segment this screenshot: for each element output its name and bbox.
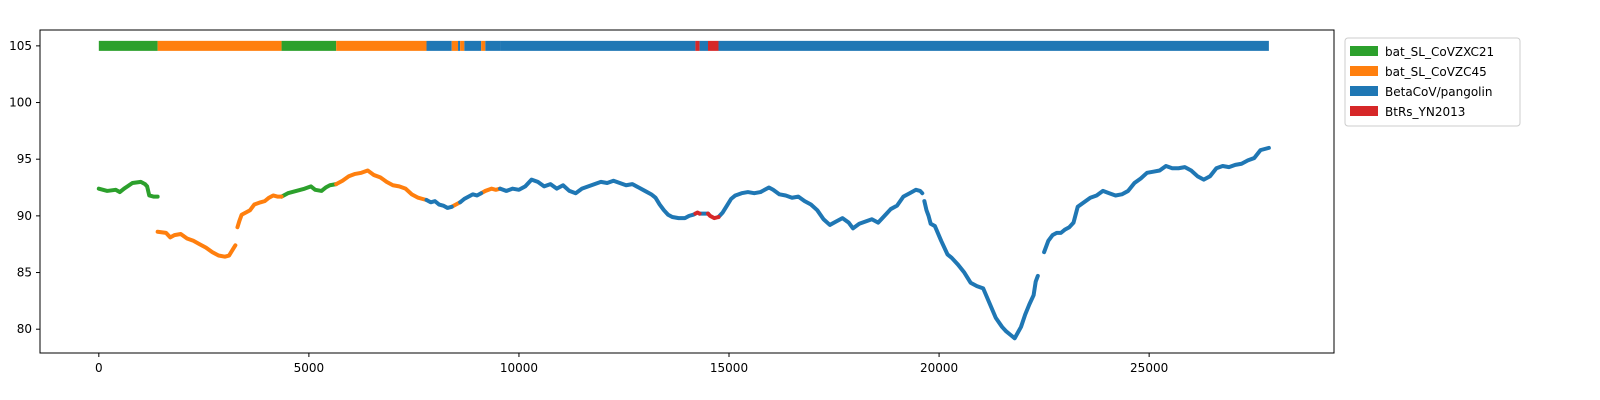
segment-bar-block — [98, 40, 158, 51]
y-tick-label: 80 — [17, 322, 32, 336]
segment-bar-block — [281, 40, 337, 51]
legend-label: bat_SL_CoVZXC21 — [1385, 45, 1494, 59]
segment-bar-block — [464, 40, 482, 51]
segment-bar-block — [695, 40, 700, 51]
segment-bar — [98, 40, 1269, 51]
series-layer — [96, 145, 1271, 341]
y-tick-label: 90 — [17, 209, 32, 223]
legend-swatch — [1350, 66, 1378, 76]
segment-bar-block — [718, 40, 1269, 51]
series-line-bat-sl-covzc45 — [235, 193, 284, 230]
series-line-btrs-yn2013 — [706, 211, 721, 221]
segment-bar-block — [699, 40, 709, 51]
series-line-bat-sl-covzc45 — [334, 168, 429, 202]
segment-bar-block — [481, 40, 486, 51]
series-line-betacov-pangolin — [716, 185, 925, 231]
legend-box — [1344, 37, 1521, 127]
legend-swatch — [1350, 106, 1378, 116]
legend: bat_SL_CoVZXC21 bat_SL_CoVZC45 BetaCoV/pan… — [1344, 37, 1521, 127]
y-tick-label: 100 — [9, 96, 32, 110]
segment-bar-block — [485, 40, 501, 51]
legend-label: BtRs_YN2013 — [1385, 105, 1465, 119]
series-line-betacov-pangolin — [424, 198, 454, 210]
series-line-bat-sl-covzc45 — [479, 186, 503, 196]
x-tick-label: 15000 — [710, 361, 748, 375]
segment-bar-block — [426, 40, 452, 51]
segment-bar-block — [451, 40, 459, 51]
segment-bar-block — [458, 40, 461, 51]
segment-bar-block — [500, 40, 696, 51]
segment-bar-block — [708, 40, 719, 51]
x-tick-label: 25000 — [1130, 361, 1168, 375]
x-tick-label: 5000 — [294, 361, 325, 375]
series-line-betacov-pangolin — [1042, 145, 1271, 255]
legend-label: BetaCoV/pangolin — [1385, 85, 1492, 99]
series-line-betacov-pangolin — [922, 199, 1040, 341]
series-line-betacov-pangolin — [498, 177, 698, 221]
plot-frame — [39, 29, 1335, 354]
axes: 0 5000 10000 15000 20000 25000 80 85 90 95 100 105 — [9, 29, 1335, 375]
y-tick-label: 85 — [17, 266, 32, 280]
y-tick-label: 105 — [9, 39, 32, 53]
legend-label: bat_SL_CoVZC45 — [1385, 65, 1487, 79]
x-tick-label: 10000 — [500, 361, 538, 375]
legend-swatch — [1350, 46, 1378, 56]
x-tick-label: 0 — [95, 361, 103, 375]
segment-bar-block — [460, 40, 465, 51]
series-line-bat-sl-covzxc21 — [96, 179, 160, 199]
segment-bar-block — [157, 40, 282, 51]
x-tick-label: 20000 — [920, 361, 958, 375]
legend-swatch — [1350, 86, 1378, 96]
segment-bar-block — [336, 40, 427, 51]
y-tick-label: 95 — [17, 152, 32, 166]
series-line-btrs-yn2013 — [693, 210, 702, 216]
series-line-bat-sl-covzxc21 — [279, 182, 339, 199]
series-line-betacov-pangolin — [458, 191, 484, 205]
series-line-bat-sl-covzc45 — [155, 229, 238, 259]
